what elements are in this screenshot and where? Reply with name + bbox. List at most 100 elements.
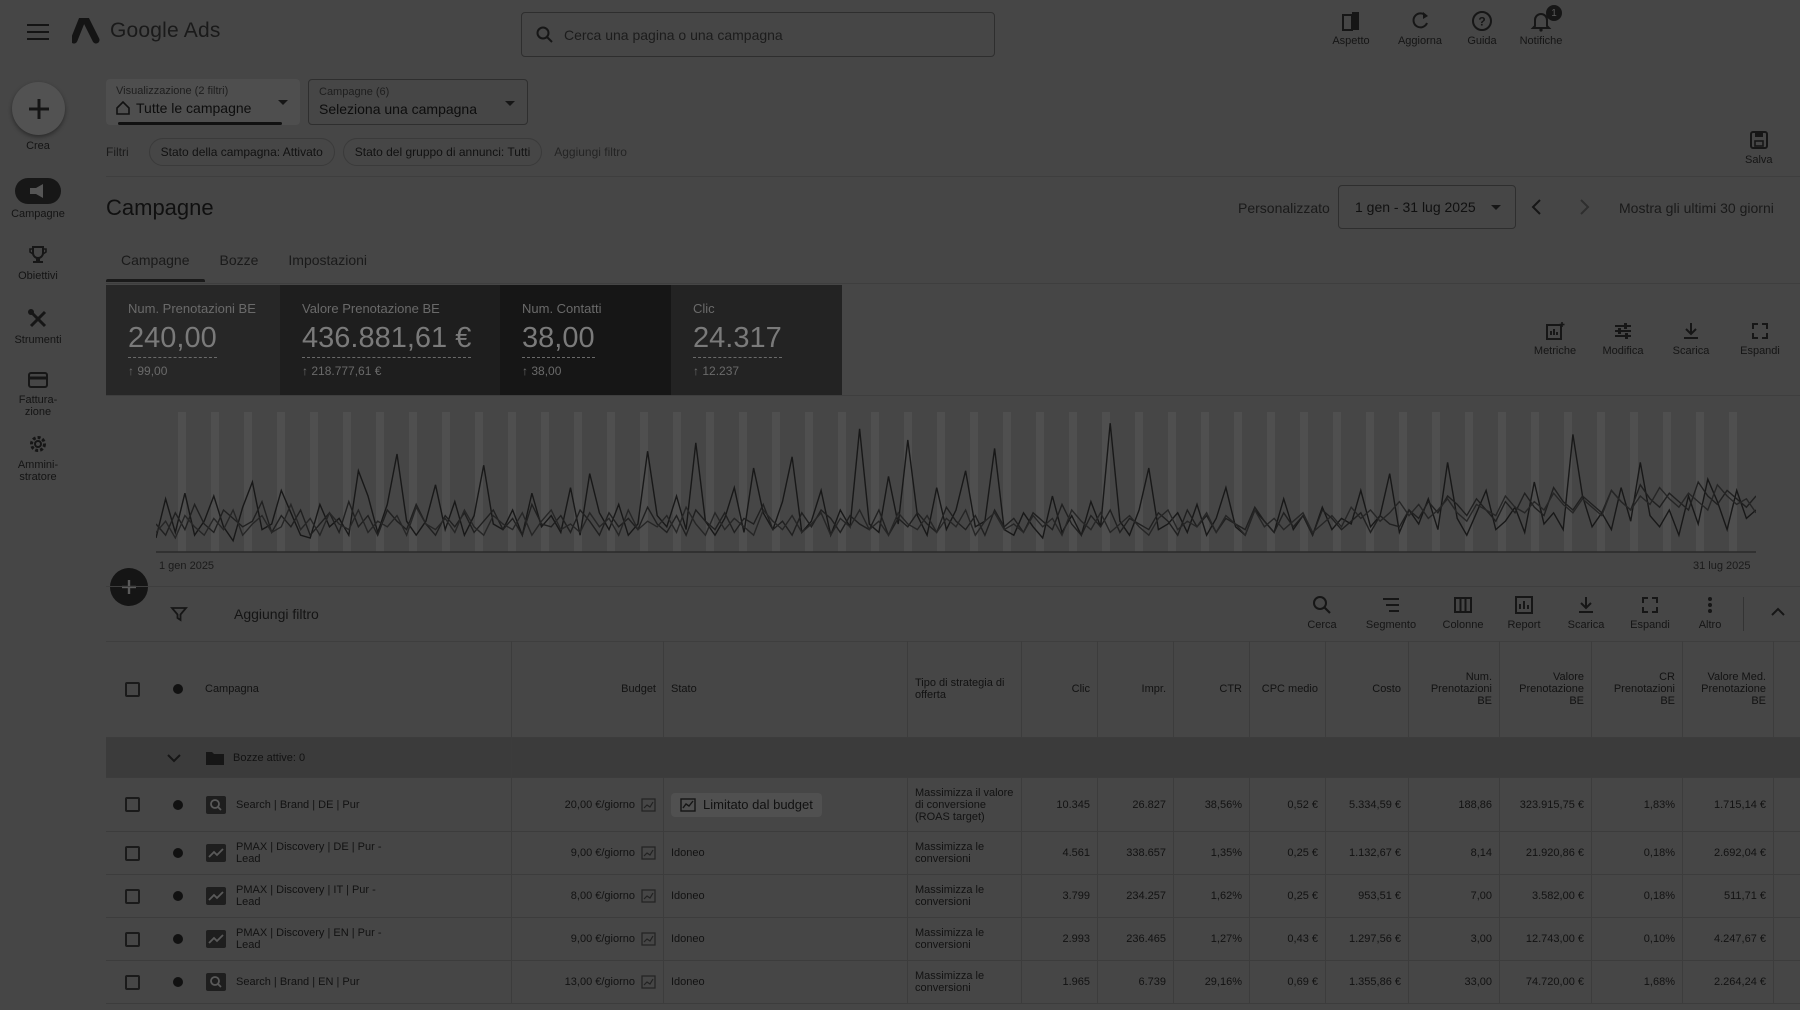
campaign-name-link[interactable]: Search | Brand | DE | Pur (236, 798, 360, 811)
scorecard-booking-value[interactable]: Valore Prenotazione BE 436.881,61 € ↑ 21… (280, 285, 500, 395)
campaign-name-link[interactable]: PMAX | Discovery | IT | Pur - Lead (236, 884, 376, 908)
header-status[interactable]: Stato (664, 641, 908, 737)
cell-cost: 1.297,56 € (1326, 918, 1409, 960)
header-bookings[interactable]: Num. Prenotazioni BE (1409, 641, 1500, 737)
scorecard-contacts[interactable]: Num. Contatti 38,00 ↑ 38,00 (500, 285, 671, 395)
cell-status: Limitato dal budget (664, 778, 908, 831)
date-range-picker[interactable]: 1 gen - 31 lug 2025 (1338, 185, 1516, 229)
table-row[interactable]: PMAX | Discovery | DE | Pur - Lead 9,00 €… (106, 832, 1800, 875)
report-button[interactable]: Report (1494, 595, 1554, 631)
scorecard-delta: ↑ 12.237 (693, 364, 740, 378)
table-row[interactable]: Search | Brand | EN | Pur 13,00 €/giorno I… (106, 961, 1800, 1004)
table-row[interactable]: PMAX | Discovery | EN | Pur - Lead 9,00 €… (106, 918, 1800, 961)
scorecard-clicks[interactable]: Clic 24.317 ↑ 12.237 (671, 285, 842, 395)
google-ads-logo[interactable]: Google Ads (72, 18, 221, 44)
row-checkbox[interactable] (124, 974, 140, 990)
header-bid-strategy[interactable]: Tipo di strategia di offerta (908, 641, 1022, 737)
budget-chart-icon[interactable] (641, 846, 656, 860)
header-avg-booking-value[interactable]: Valore Med. Prenotazione BE (1683, 641, 1774, 737)
scorecard-bookings[interactable]: Num. Prenotazioni BE 240,00 ↑ 99,00 (106, 285, 280, 395)
row-checkbox[interactable] (124, 845, 140, 861)
sidebar-item-admin[interactable]: Ammini- stratore (0, 433, 76, 483)
row-checkbox[interactable] (124, 797, 140, 812)
limited-by-budget-chip[interactable]: Limitato dal budget (671, 792, 822, 817)
enabled-status-dot[interactable] (173, 977, 183, 987)
download-chart-button[interactable]: Scarica (1660, 321, 1722, 357)
table-search-button[interactable]: Cerca (1292, 595, 1352, 631)
drafts-group-row[interactable]: Bozze attive: 0 (106, 738, 1800, 778)
header-ctr[interactable]: CTR (1174, 641, 1250, 737)
group-toggle[interactable] (106, 738, 198, 777)
create-button[interactable] (12, 82, 65, 135)
campaign-name-link[interactable]: PMAX | Discovery | DE | Pur - Lead (236, 841, 382, 865)
header-impressions[interactable]: Impr. (1098, 641, 1174, 737)
add-campaign-button[interactable] (110, 568, 148, 606)
campaign-name-link[interactable]: PMAX | Discovery | EN | Pur - Lead (236, 927, 382, 951)
menu-icon[interactable] (27, 24, 49, 42)
header-booking-value[interactable]: Valore Prenotazione BE (1500, 641, 1592, 737)
refresh-button[interactable]: Aggiorna (1385, 10, 1455, 47)
date-next-button[interactable] (1577, 198, 1591, 216)
budget-chart-icon[interactable] (641, 889, 656, 903)
view-selector[interactable]: Visualizzazione (2 filtri) Tutte le camp… (106, 79, 300, 125)
sidebar-item-tools[interactable]: Strumenti (0, 308, 76, 346)
budget-chart-icon[interactable] (641, 797, 656, 812)
filter-button[interactable] (170, 605, 188, 623)
last-30-days-link[interactable]: Mostra gli ultimi 30 giorni (1619, 200, 1774, 216)
expand-chart-button[interactable]: Espandi (1729, 321, 1791, 357)
help-button[interactable]: ? Guida (1447, 10, 1517, 47)
grid-band (1102, 412, 1110, 552)
sidebar-item-goals[interactable]: Obiettivi (0, 244, 76, 282)
select-all-checkbox[interactable] (124, 681, 140, 697)
enabled-status-dot[interactable] (173, 891, 183, 901)
table-row[interactable]: PMAX | Discovery | IT | Pur - Lead 8,00 €… (106, 875, 1800, 918)
grid-band (1135, 412, 1143, 552)
save-button[interactable]: Salva (1745, 130, 1773, 166)
header-budget[interactable]: Budget (512, 641, 664, 737)
enabled-status-dot[interactable] (173, 934, 183, 944)
tab-settings[interactable]: Impostazioni (288, 252, 368, 268)
pmax-campaign-icon (206, 844, 226, 862)
appearance-button[interactable]: Aspetto (1316, 10, 1386, 47)
tune-icon (1615, 323, 1631, 339)
enabled-status-dot[interactable] (173, 799, 183, 810)
campaign-name-link[interactable]: Search | Brand | EN | Pur (236, 976, 360, 988)
tab-campaigns[interactable]: Campagne (106, 248, 205, 282)
table-add-filter[interactable]: Aggiungi filtro (234, 606, 319, 622)
filter-chip-campaign-status[interactable]: Stato della campagna: Attivato (148, 138, 335, 166)
search-box[interactable] (521, 12, 995, 57)
header-booking-cr[interactable]: CR Prenotazioni BE (1592, 641, 1683, 737)
sidebar-item-billing[interactable]: Fattura- zione (0, 370, 76, 418)
more-button[interactable]: Altro (1680, 595, 1740, 631)
date-prev-button[interactable] (1530, 198, 1544, 216)
search-input[interactable] (564, 26, 964, 43)
notifications-button[interactable]: 1 Notifiche (1506, 5, 1576, 47)
table-expand-button[interactable]: Espandi (1620, 595, 1680, 631)
series-line-3[interactable] (156, 483, 1756, 540)
grid-band (607, 412, 615, 552)
series-line-1[interactable] (156, 423, 1756, 543)
sidebar-item-campaigns[interactable]: Campagne (0, 178, 76, 220)
header-avg-cpc[interactable]: CPC medio (1250, 641, 1326, 737)
row-checkbox[interactable] (124, 931, 140, 947)
tab-drafts[interactable]: Bozze (219, 252, 259, 268)
filter-chip-adgroup-status[interactable]: Stato del gruppo di annunci: Tutti (342, 138, 543, 166)
table-download-button[interactable]: Scarica (1556, 595, 1616, 631)
collapse-table-button[interactable] (1770, 606, 1786, 618)
add-filter-link[interactable]: Aggiungi filtro (554, 145, 627, 159)
table-row[interactable]: Search | Brand | DE | Pur 20,00 €/giorno L… (106, 778, 1800, 832)
budget-chart-icon[interactable] (641, 932, 656, 946)
metrics-button[interactable]: Metriche (1524, 321, 1586, 357)
header-cost[interactable]: Costo (1326, 641, 1409, 737)
budget-chart-icon[interactable] (641, 975, 656, 989)
row-checkbox[interactable] (124, 888, 140, 904)
header-clicks[interactable]: Clic (1022, 641, 1098, 737)
campaigns-icon (30, 184, 43, 198)
edit-chart-button[interactable]: Modifica (1592, 321, 1654, 357)
campaign-selector[interactable]: Campagne (6) Seleziona una campagna (308, 79, 528, 125)
header-campaign[interactable]: Campagna (198, 641, 512, 737)
enabled-status-dot[interactable] (173, 848, 183, 858)
columns-button[interactable]: Colonne (1433, 595, 1493, 631)
grid-band (1630, 412, 1638, 552)
segment-button[interactable]: Segmento (1361, 595, 1421, 631)
